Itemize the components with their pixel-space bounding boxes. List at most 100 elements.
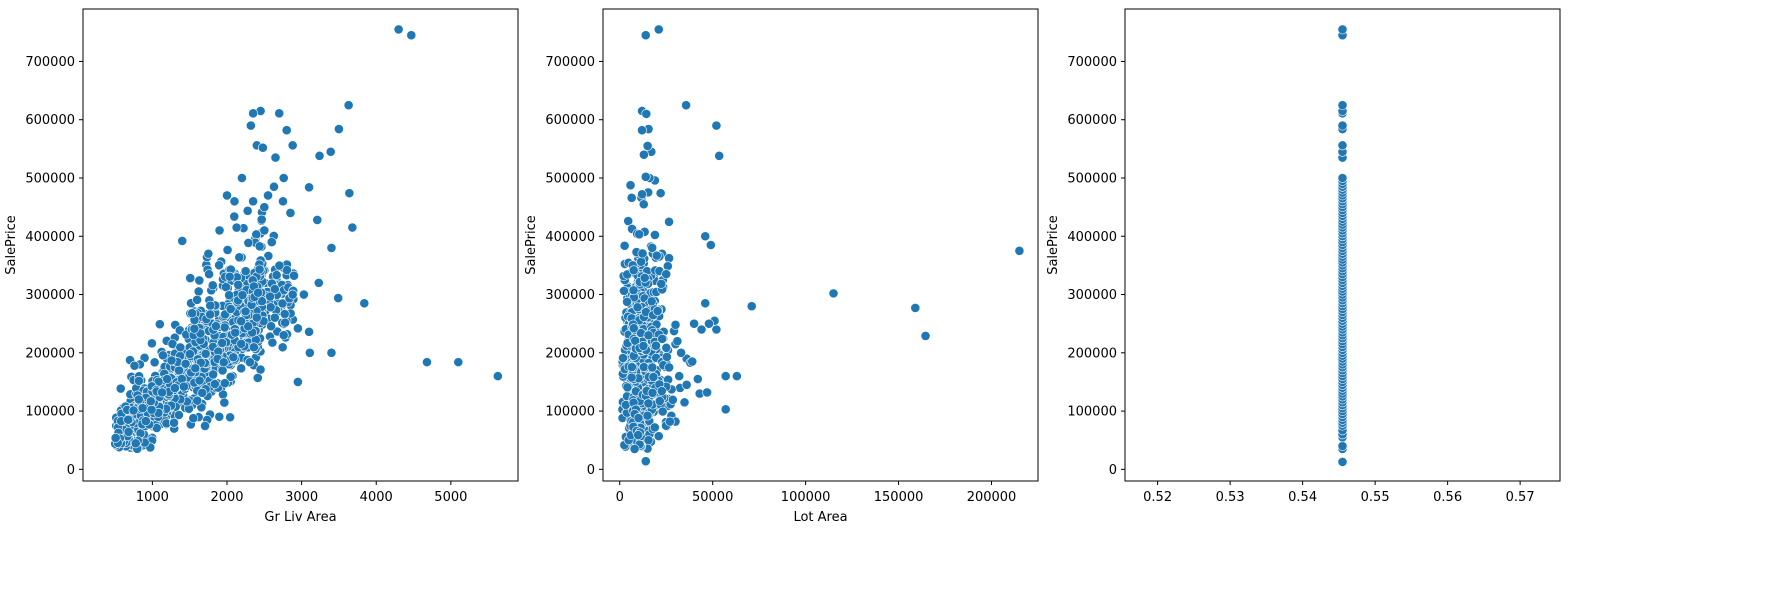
data-point bbox=[259, 202, 270, 213]
data-point bbox=[720, 404, 731, 415]
y-tick-label: 500000 bbox=[545, 171, 595, 186]
data-point bbox=[628, 323, 639, 334]
data-point bbox=[265, 291, 275, 302]
y-tick-label: 100000 bbox=[1067, 405, 1117, 420]
data-point bbox=[267, 337, 278, 348]
data-point bbox=[157, 387, 167, 398]
data-point bbox=[225, 412, 236, 423]
data-point bbox=[145, 396, 156, 407]
data-point bbox=[203, 248, 214, 259]
data-point bbox=[205, 309, 216, 320]
data-point bbox=[333, 293, 344, 303]
data-point bbox=[193, 286, 204, 297]
data-point bbox=[158, 350, 168, 361]
data-point bbox=[236, 316, 247, 327]
data-point bbox=[746, 301, 757, 312]
data-point bbox=[661, 342, 672, 353]
data-point bbox=[344, 188, 355, 199]
data-point bbox=[637, 125, 647, 136]
x-tick-label: 3000 bbox=[285, 490, 318, 505]
data-point bbox=[243, 321, 254, 332]
data-point bbox=[254, 264, 265, 275]
data-point bbox=[705, 240, 716, 250]
data-point bbox=[209, 379, 220, 389]
data-point bbox=[190, 363, 201, 374]
axes-frame bbox=[82, 8, 519, 482]
data-point bbox=[217, 338, 228, 348]
data-point bbox=[240, 266, 251, 277]
data-point bbox=[652, 306, 663, 316]
data-point bbox=[343, 100, 354, 111]
data-point bbox=[192, 294, 202, 305]
data-point bbox=[174, 410, 184, 420]
x-tick-label: 100000 bbox=[781, 490, 831, 505]
data-point bbox=[667, 394, 678, 405]
data-point bbox=[205, 300, 216, 311]
y-tick-label: 700000 bbox=[545, 55, 595, 70]
data-point bbox=[657, 406, 668, 417]
data-point bbox=[626, 372, 637, 383]
data-point bbox=[134, 375, 144, 386]
y-tick-label: 300000 bbox=[545, 288, 595, 303]
data-point bbox=[233, 279, 244, 290]
data-point bbox=[670, 319, 681, 330]
x-tick-label: 0.54 bbox=[1288, 490, 1317, 505]
y-tick-label: 400000 bbox=[1067, 230, 1117, 245]
data-point bbox=[406, 30, 417, 41]
data-point bbox=[661, 269, 672, 280]
data-point bbox=[731, 371, 742, 382]
data-point bbox=[229, 211, 240, 222]
y-tick-label: 500000 bbox=[25, 171, 75, 186]
data-point bbox=[269, 181, 279, 192]
data-point bbox=[243, 238, 254, 248]
x-tick-label: 0.55 bbox=[1361, 490, 1390, 505]
data-point bbox=[130, 438, 141, 449]
data-point bbox=[115, 383, 126, 394]
data-point bbox=[169, 417, 179, 428]
x-tick-label: 0 bbox=[616, 490, 624, 505]
data-point bbox=[214, 225, 225, 236]
data-point bbox=[1337, 100, 1348, 111]
data-point bbox=[123, 426, 134, 437]
data-point bbox=[259, 225, 270, 236]
data-point bbox=[140, 416, 151, 426]
data-point bbox=[269, 284, 280, 294]
y-tick-label: 200000 bbox=[1067, 346, 1117, 361]
data-point bbox=[234, 252, 245, 263]
data-point bbox=[646, 296, 657, 307]
data-point bbox=[162, 374, 173, 384]
data-point bbox=[208, 369, 219, 380]
data-point bbox=[197, 387, 208, 398]
data-point bbox=[192, 395, 203, 406]
data-point bbox=[218, 357, 229, 368]
axes-frame bbox=[602, 8, 1039, 482]
data-point bbox=[269, 312, 280, 323]
data-point bbox=[200, 421, 210, 431]
data-point bbox=[920, 330, 931, 341]
data-point bbox=[278, 173, 289, 183]
data-point bbox=[662, 261, 673, 272]
data-point bbox=[640, 171, 651, 182]
data-point bbox=[618, 353, 628, 363]
data-point bbox=[711, 324, 722, 335]
data-point bbox=[828, 288, 839, 299]
data-point bbox=[628, 265, 639, 276]
data-point bbox=[453, 357, 464, 368]
data-point bbox=[298, 289, 309, 300]
data-point bbox=[711, 120, 722, 131]
data-point bbox=[278, 330, 289, 341]
y-tick-label: 500000 bbox=[1067, 171, 1117, 186]
data-point bbox=[129, 360, 140, 371]
data-point bbox=[263, 250, 274, 261]
data-point bbox=[647, 387, 658, 398]
data-points bbox=[617, 24, 1025, 467]
data-point bbox=[265, 302, 276, 313]
data-point bbox=[681, 100, 691, 111]
data-point bbox=[664, 362, 675, 373]
data-point bbox=[657, 333, 668, 344]
scatter-panel-gr-liv-area: 0 100000 200000 300000 400000 500000 600000 700… bbox=[4, 8, 519, 525]
y-axis-label: SalePrice bbox=[1046, 215, 1061, 275]
x-tick-label: 0.56 bbox=[1433, 490, 1462, 505]
y-tick-label: 600000 bbox=[25, 113, 75, 128]
